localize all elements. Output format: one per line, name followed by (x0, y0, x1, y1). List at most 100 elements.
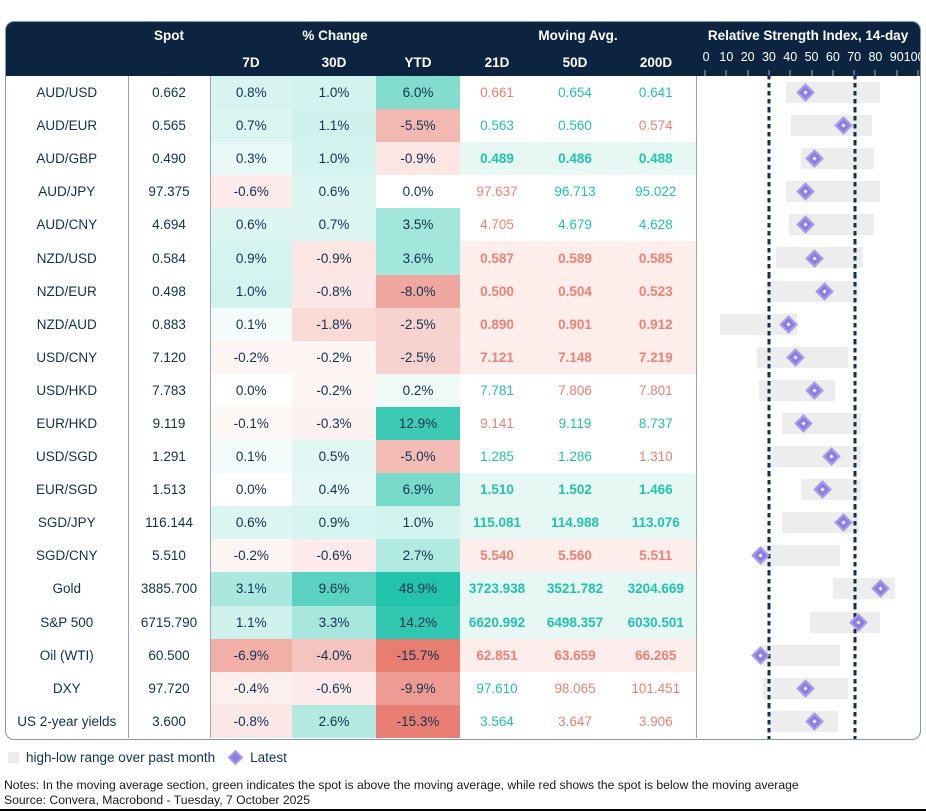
header-sub-ytd: YTD (376, 49, 461, 76)
spot-value: 6715.790 (128, 605, 211, 639)
rsi-chart-cell (695, 75, 920, 111)
rsi-chart-cell (695, 637, 920, 673)
pct-change-30d: -0.2% (292, 340, 376, 374)
pct-change-ytd: -8.0% (376, 274, 461, 308)
instrument-name: EUR/HKD (6, 406, 129, 441)
moving-avg-21d: 4.705 (480, 217, 514, 233)
pct-change-ytd: -5.5% (376, 109, 461, 143)
instrument-name: EUR/SGD (6, 473, 129, 507)
pct-change-30d: 9.6% (292, 572, 376, 606)
rsi-plot (697, 571, 920, 607)
header-sub-7d: 7D (210, 49, 292, 76)
rsi-reference-line-30 (767, 604, 771, 640)
rsi-marker-highlight (820, 487, 825, 492)
rsi-chart-cell (695, 439, 920, 475)
instrument-name: Gold (6, 572, 129, 606)
pct-change-7d: 0.1% (210, 440, 292, 474)
table-row: AUD/EUR 0.565 0.7% 1.1% -5.5% 0.563 0.560 0.574 (6, 108, 920, 144)
spot-value: 0.662 (128, 76, 211, 110)
rsi-marker-highlight (829, 454, 834, 459)
rsi-plot (697, 75, 920, 111)
rsi-axis-tick (853, 70, 855, 76)
rsi-axis-tick (704, 70, 706, 76)
moving-avg-50d: 96.713 (554, 184, 596, 200)
moving-avg-21d: 0.500 (460, 274, 535, 308)
pct-change-ytd: -2.5% (376, 340, 461, 374)
rsi-axis-tick (768, 70, 770, 76)
pct-change-30d: 0.5% (292, 440, 376, 474)
rsi-chart-cell (695, 306, 920, 342)
rsi-reference-line-30 (767, 505, 771, 541)
header-group-moving-avg: Moving Avg. (460, 22, 697, 49)
table-row: NZD/EUR 0.498 1.0% -0.8% -8.0% 0.500 0.504 0.52… (6, 273, 920, 309)
instrument-name: NZD/USD (6, 241, 129, 275)
rsi-marker-highlight (803, 189, 808, 194)
instrument-name: NZD/EUR (6, 274, 129, 308)
pct-change-ytd: 0.2% (376, 373, 461, 407)
moving-avg-21d: 97.610 (476, 680, 518, 696)
rsi-reference-line-30 (767, 405, 771, 442)
pct-change-30d: 1.0% (292, 142, 376, 176)
moving-avg-200d: 101.451 (616, 671, 697, 705)
table-row: EUR/HKD 9.119 -0.1% -0.3% 12.9% 9.141 9.119 8.7… (6, 405, 920, 442)
moving-avg-50d: 3521.782 (534, 572, 617, 606)
instrument-name: NZD/AUD (6, 307, 129, 341)
rsi-marker-highlight (841, 520, 847, 525)
rsi-axis-scale: 0 10 20 30 40 50 60 70 80 90100 (696, 49, 920, 76)
moving-avg-21d: 97.637 (476, 184, 518, 200)
pct-change-30d: -0.9% (292, 241, 376, 275)
instrument-name: AUD/JPY (6, 175, 129, 209)
rsi-reference-line-70 (853, 637, 857, 673)
rsi-marker-highlight (758, 553, 764, 558)
rsi-axis-tick (832, 70, 834, 76)
pct-change-30d: 2.6% (292, 704, 376, 738)
table-row: USD/SGD 1.291 0.1% 0.5% -5.0% 1.285 1.286 1.310 (6, 439, 920, 475)
instrument-name: US 2-year yields (6, 704, 129, 738)
pct-change-7d: 0.6% (210, 506, 292, 540)
pct-change-ytd: -5.0% (376, 440, 461, 474)
moving-avg-21d: 9.141 (480, 415, 514, 431)
rsi-chart-cell (695, 273, 920, 309)
spot-value: 7.120 (128, 340, 211, 374)
rsi-reference-line-30 (767, 240, 771, 276)
spot-value: 97.720 (128, 671, 211, 705)
rsi-reference-line-70 (853, 571, 857, 607)
rsi-plot (697, 306, 920, 342)
moving-avg-21d: 1.510 (460, 473, 535, 507)
moving-avg-200d: 7.219 (616, 340, 697, 374)
pct-change-30d: -0.8% (292, 274, 376, 308)
rsi-reference-line-70 (853, 273, 857, 309)
rsi-reference-line-70 (853, 472, 857, 508)
rsi-marker-highlight (812, 388, 817, 393)
moving-avg-21d: 5.540 (460, 539, 535, 573)
rsi-marker-highlight (812, 156, 817, 161)
table-row: Oil (WTI) 60.500 -6.9% -4.0% -15.7% 62.851 63.… (6, 637, 920, 673)
rsi-plot (697, 240, 920, 276)
rsi-axis-tick (747, 70, 749, 76)
moving-avg-21d: 0.489 (460, 142, 535, 176)
moving-avg-50d: 9.119 (558, 415, 592, 431)
pct-change-7d: -0.4% (210, 671, 292, 705)
moving-avg-21d: 0.890 (460, 307, 535, 341)
table-row: DXY 97.720 -0.4% -0.6% -9.9% 97.610 98.065 101.… (6, 670, 920, 706)
spot-value: 3.600 (128, 704, 211, 738)
rsi-range-band (809, 611, 881, 633)
spot-value: 0.883 (128, 307, 211, 341)
rsi-chart-cell (695, 405, 920, 442)
rsi-chart-cell (695, 571, 920, 607)
rsi-reference-line-30 (767, 472, 771, 508)
moving-avg-200d: 0.585 (616, 241, 697, 275)
rsi-reference-line-70 (853, 405, 857, 442)
pct-change-30d: -1.8% (292, 307, 376, 341)
table-row: US 2-year yields 3.600 -0.8% 2.6% -15.3% 3.56… (6, 703, 920, 739)
rsi-reference-line-30 (767, 108, 771, 144)
header-sub-50d: 50D (534, 49, 617, 76)
moving-avg-200d: 1.310 (616, 440, 697, 474)
table-row: USD/HKD 7.783 0.0% -0.2% 0.2% 7.781 7.806 7.801 (6, 372, 920, 408)
moving-avg-50d: 7.148 (534, 340, 617, 374)
bottom-rule (0, 809, 926, 811)
rsi-reference-line-70 (853, 141, 857, 177)
header-group-spot: Spot (128, 22, 210, 49)
table-body: AUD/USD 0.662 0.8% 1.0% 6.0% 0.661 0.654 0.641 A… (6, 75, 920, 739)
instrument-name: AUD/USD (6, 76, 129, 110)
